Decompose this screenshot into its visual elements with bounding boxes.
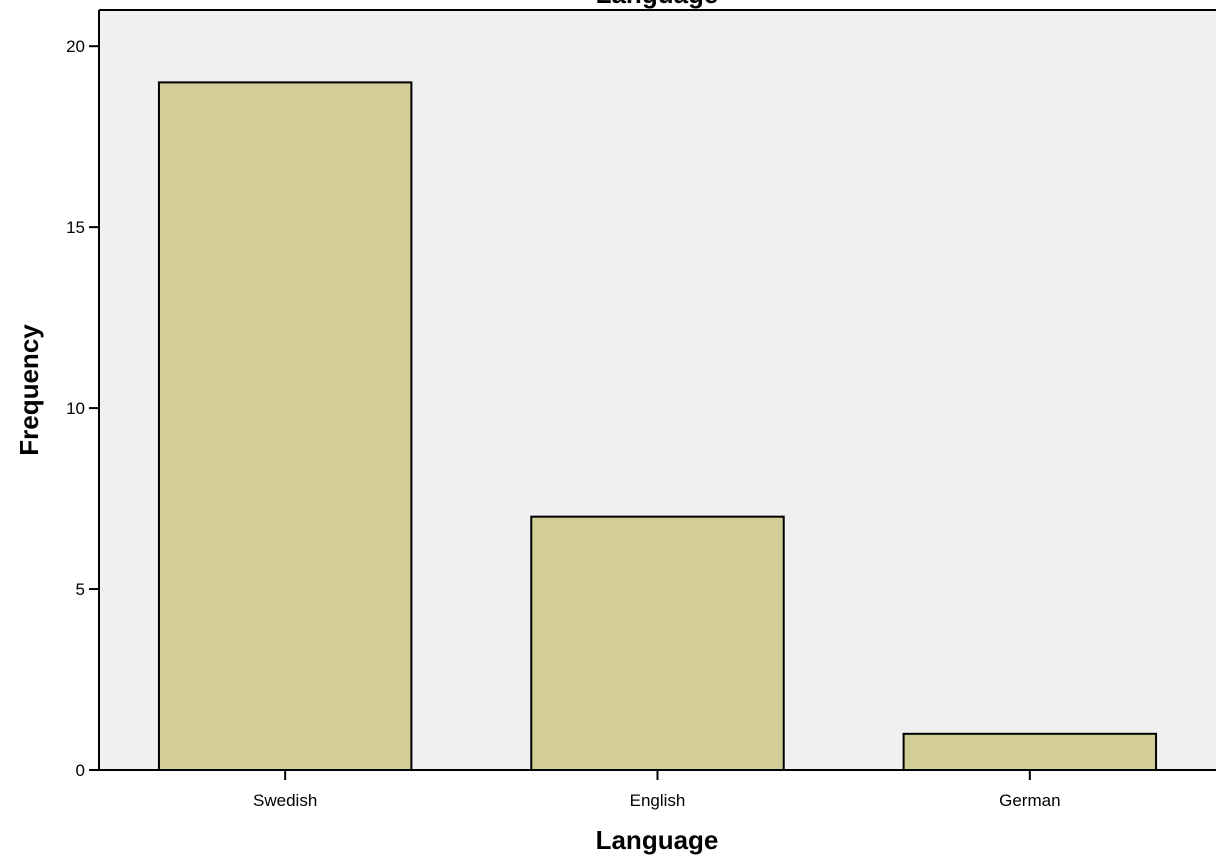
y-tick-label: 5 (76, 580, 85, 599)
y-tick-label: 20 (66, 37, 85, 56)
bar-english (530, 515, 785, 772)
x-tick-label-german: German (999, 791, 1060, 810)
bar-german (902, 732, 1158, 771)
chart-title: Language (596, 0, 719, 9)
y-axis-title: Frequency (14, 324, 44, 456)
x-axis-title: Language (596, 825, 719, 855)
y-tick-label: 10 (66, 399, 85, 418)
y-tick-label: 0 (76, 761, 85, 780)
x-tick-label-swedish: Swedish (253, 791, 317, 810)
x-axis-ticks: Swedish English German (253, 770, 1061, 810)
y-tick-label: 15 (66, 218, 85, 237)
y-axis-ticks: 0 5 10 15 20 (66, 37, 99, 780)
x-tick-label-english: English (630, 791, 686, 810)
bars (157, 81, 1158, 772)
bar-swedish (157, 81, 413, 771)
